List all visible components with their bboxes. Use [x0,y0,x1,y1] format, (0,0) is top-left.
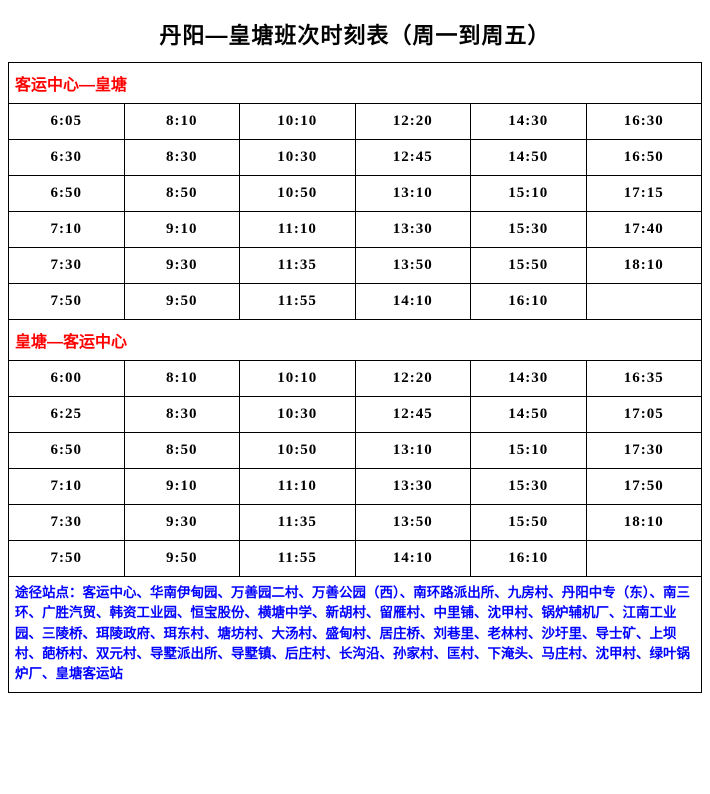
time-cell: 9:50 [124,284,240,320]
table-row: 7:509:5011:5514:1016:10 [9,541,702,577]
time-cell: 7:30 [9,505,125,541]
time-cell: 8:10 [124,361,240,397]
table-row: 6:508:5010:5013:1015:1017:15 [9,176,702,212]
time-cell: 15:30 [471,212,587,248]
time-cell: 7:10 [9,212,125,248]
time-cell: 13:30 [355,469,471,505]
time-cell: 10:30 [240,397,356,433]
time-cell: 9:30 [124,505,240,541]
time-cell: 6:30 [9,140,125,176]
time-cell: 6:25 [9,397,125,433]
time-cell: 6:00 [9,361,125,397]
time-cell: 16:50 [586,140,702,176]
time-cell: 17:50 [586,469,702,505]
time-cell: 8:30 [124,140,240,176]
time-cell: 17:15 [586,176,702,212]
time-cell: 15:50 [471,505,587,541]
time-cell: 8:30 [124,397,240,433]
time-cell: 8:10 [124,104,240,140]
time-cell [586,541,702,577]
time-cell: 12:45 [355,140,471,176]
time-cell: 14:50 [471,397,587,433]
time-cell: 14:50 [471,140,587,176]
time-cell: 13:50 [355,248,471,284]
time-cell: 7:50 [9,284,125,320]
time-cell: 13:10 [355,176,471,212]
time-cell: 16:10 [471,541,587,577]
time-cell [586,284,702,320]
time-cell: 9:10 [124,469,240,505]
time-cell: 12:45 [355,397,471,433]
time-cell: 10:30 [240,140,356,176]
time-cell: 11:55 [240,541,356,577]
time-cell: 10:50 [240,176,356,212]
time-cell: 14:10 [355,541,471,577]
time-cell: 15:10 [471,176,587,212]
time-cell: 12:20 [355,104,471,140]
time-cell: 8:50 [124,176,240,212]
time-cell: 13:30 [355,212,471,248]
timetable-container: 丹阳—皇塘班次时刻表（周一到周五） 客运中心—皇塘6:058:1010:1012… [0,0,710,701]
time-cell: 14:10 [355,284,471,320]
time-cell: 17:05 [586,397,702,433]
table-row: 6:308:3010:3012:4514:5016:50 [9,140,702,176]
time-cell: 11:10 [240,212,356,248]
time-cell: 14:30 [471,361,587,397]
table-row: 6:008:1010:1012:2014:3016:35 [9,361,702,397]
time-cell: 7:30 [9,248,125,284]
time-cell: 10:50 [240,433,356,469]
footer-stations: 途径站点：客运中心、华南伊甸园、万善园二村、万善公园（西）、南环路派出所、九房村… [9,577,702,693]
section-header-1: 皇塘—客运中心 [9,320,702,361]
time-cell: 18:10 [586,248,702,284]
table-row: 7:109:1011:1013:3015:3017:40 [9,212,702,248]
table-row: 7:109:1011:1013:3015:3017:50 [9,469,702,505]
table-row: 7:309:3011:3513:5015:5018:10 [9,505,702,541]
time-cell: 15:10 [471,433,587,469]
time-cell: 12:20 [355,361,471,397]
table-row: 6:258:3010:3012:4514:5017:05 [9,397,702,433]
time-cell: 7:10 [9,469,125,505]
time-cell: 10:10 [240,104,356,140]
time-cell: 18:10 [586,505,702,541]
time-cell: 14:30 [471,104,587,140]
time-cell: 6:50 [9,176,125,212]
time-cell: 17:30 [586,433,702,469]
time-cell: 17:40 [586,212,702,248]
time-cell: 11:35 [240,248,356,284]
time-cell: 15:50 [471,248,587,284]
section-header-0: 客运中心—皇塘 [9,63,702,104]
time-cell: 16:30 [586,104,702,140]
time-cell: 9:10 [124,212,240,248]
time-cell: 15:30 [471,469,587,505]
time-cell: 7:50 [9,541,125,577]
time-cell: 10:10 [240,361,356,397]
page-title: 丹阳—皇塘班次时刻表（周一到周五） [8,8,702,62]
time-cell: 13:10 [355,433,471,469]
time-cell: 16:10 [471,284,587,320]
time-cell: 11:10 [240,469,356,505]
table-row: 7:309:3011:3513:5015:5018:10 [9,248,702,284]
table-row: 7:509:5011:5514:1016:10 [9,284,702,320]
time-cell: 9:50 [124,541,240,577]
time-cell: 16:35 [586,361,702,397]
time-cell: 13:50 [355,505,471,541]
time-cell: 11:55 [240,284,356,320]
time-cell: 8:50 [124,433,240,469]
table-row: 6:508:5010:5013:1015:1017:30 [9,433,702,469]
time-cell: 11:35 [240,505,356,541]
timetable: 客运中心—皇塘6:058:1010:1012:2014:3016:306:308… [8,62,702,693]
time-cell: 6:05 [9,104,125,140]
time-cell: 6:50 [9,433,125,469]
table-row: 6:058:1010:1012:2014:3016:30 [9,104,702,140]
time-cell: 9:30 [124,248,240,284]
